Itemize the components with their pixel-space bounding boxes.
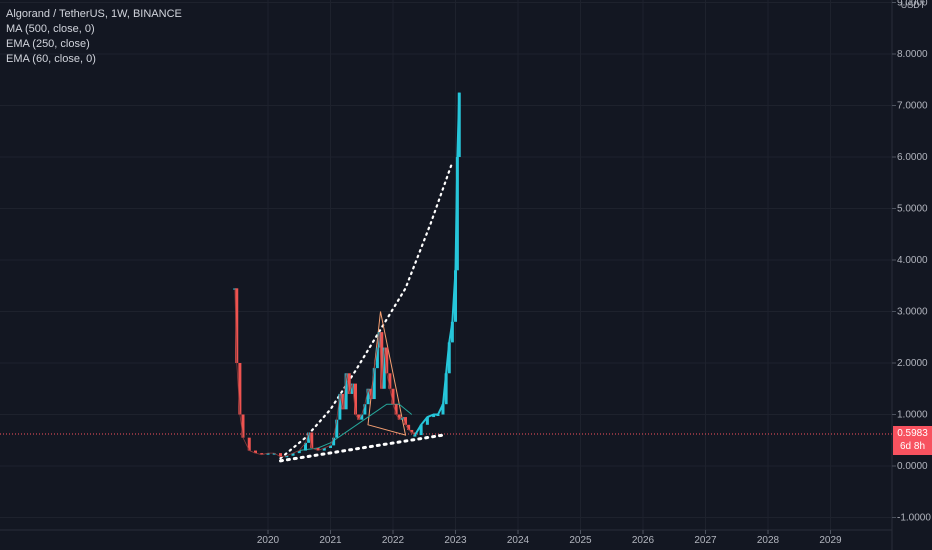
x-tick-label: 2021 — [319, 535, 342, 546]
x-tick-label: 2027 — [694, 535, 717, 546]
price-bar — [366, 388, 370, 405]
y-tick-label: 3.0000 — [897, 307, 928, 318]
price-bar — [397, 414, 401, 420]
x-tick-label: 2023 — [444, 535, 467, 546]
price-bar — [425, 417, 429, 425]
price-bar — [441, 404, 445, 415]
x-tick-label: 2028 — [757, 535, 780, 546]
x-tick-label: 2022 — [382, 535, 405, 546]
price-bar — [291, 453, 295, 456]
price-bar — [372, 368, 376, 400]
currency-unit[interactable]: USDT — [900, 0, 926, 10]
y-tick-label: -1.0000 — [897, 513, 931, 524]
last-price-badge: 0.5983 6d 8h — [893, 426, 932, 455]
price-bar — [297, 450, 301, 454]
projection-line — [414, 92, 461, 436]
price-bar — [410, 429, 414, 433]
price-bar — [322, 447, 326, 451]
indicator-ema250[interactable]: EMA (250, close) — [6, 38, 90, 50]
price-bar — [238, 363, 242, 415]
price-bar — [385, 347, 389, 374]
price-bar — [382, 347, 386, 389]
price-bar — [310, 432, 314, 448]
y-tick-label: 2.0000 — [897, 358, 928, 369]
price-bar — [419, 424, 423, 436]
price-bar — [241, 414, 245, 438]
y-tick-label: 8.0000 — [897, 49, 928, 60]
last-price-value: 0.5983 — [897, 428, 928, 439]
price-bar — [338, 393, 342, 420]
price-bar — [400, 417, 404, 420]
price-bar — [285, 455, 289, 458]
price-bar — [329, 445, 332, 448]
grid-lines — [0, 0, 892, 530]
price-bar — [335, 419, 339, 438]
price-bar — [344, 373, 348, 410]
x-tick-label: 2026 — [632, 535, 655, 546]
price-bar — [307, 432, 311, 443]
price-bar — [432, 414, 436, 418]
indicator-ma500[interactable]: MA (500, close, 0) — [6, 23, 95, 35]
price-bar — [404, 417, 407, 425]
price-bar — [357, 414, 361, 420]
dotted-curve-annotation[interactable] — [279, 161, 454, 460]
y-tick-label: 0.0000 — [897, 461, 928, 472]
price-bar — [272, 453, 276, 455]
y-tick-label: 6.0000 — [897, 152, 928, 163]
x-tick-label: 2024 — [507, 535, 530, 546]
x-tick-label: 2029 — [819, 535, 842, 546]
price-bar — [444, 373, 448, 405]
price-bar — [247, 437, 251, 451]
price-bar — [279, 453, 282, 457]
y-tick-label: 1.0000 — [897, 410, 928, 421]
price-bar — [413, 435, 417, 437]
x-tick-label: 2020 — [257, 535, 280, 546]
symbol-title[interactable]: Algorand / TetherUS, 1W, BINANCE — [6, 8, 182, 20]
price-bar — [266, 453, 270, 455]
y-tick-label: 9.0000 — [897, 0, 928, 9]
price-bar — [447, 342, 451, 374]
y-tick-label: 7.0000 — [897, 101, 928, 112]
price-bar — [350, 383, 354, 394]
price-bar — [369, 388, 373, 400]
price-bar — [316, 447, 320, 451]
price-bar — [254, 450, 257, 454]
indicator-ema60[interactable]: EMA (60, close, 0) — [6, 53, 96, 65]
price-bar — [260, 453, 264, 455]
price-bar — [347, 373, 351, 394]
price-line — [234, 288, 416, 458]
time-axis[interactable]: 2020 2021 2022 2023 2024 2025 2026 2027 2028 2029 — [0, 529, 892, 546]
price-bar — [380, 332, 384, 389]
y-tick-label: 4.0000 — [897, 255, 928, 266]
price-bar — [450, 321, 454, 343]
price-bar — [375, 347, 379, 369]
price-bar — [341, 393, 345, 410]
price-bar — [332, 437, 336, 446]
chart-legend: Algorand / TetherUS, 1W, BINANCE MA (500… — [6, 7, 182, 67]
price-series — [233, 92, 461, 458]
price-axis[interactable]: 9.0000 8.0000 7.0000 6.0000 5.0000 4.0000 3.00… — [891, 0, 931, 550]
price-bar — [235, 288, 239, 363]
price-bar — [360, 414, 364, 420]
price-bar — [304, 442, 307, 451]
price-bar — [454, 270, 457, 322]
y-tick-label: 5.0000 — [897, 204, 928, 215]
price-bar — [354, 383, 357, 415]
price-bar — [391, 388, 395, 405]
price-bar — [388, 373, 392, 389]
bar-countdown: 6d 8h — [899, 441, 926, 452]
price-bar — [363, 404, 367, 415]
dotted-support-line[interactable] — [279, 433, 445, 463]
x-tick-label: 2025 — [569, 535, 592, 546]
price-bar — [407, 424, 411, 430]
price-bar — [394, 404, 398, 415]
